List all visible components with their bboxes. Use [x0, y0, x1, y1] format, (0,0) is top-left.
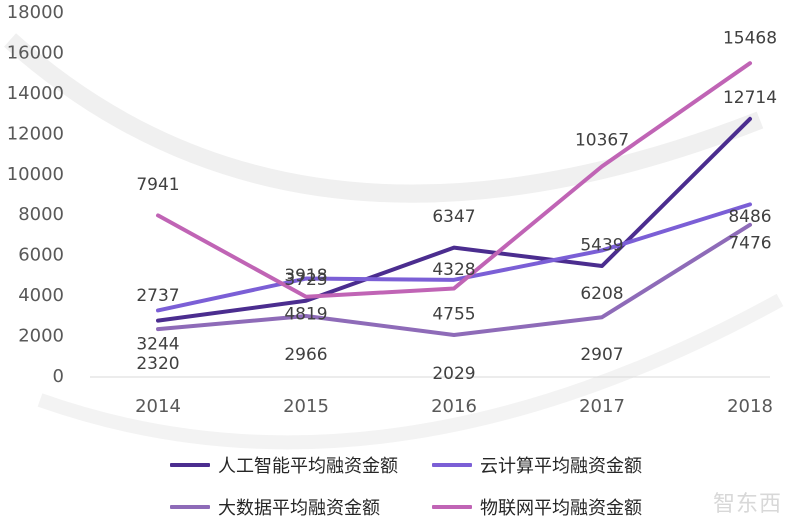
- data-label: 4819: [284, 304, 327, 324]
- chart-legend: 人工智能平均融资金额 云计算平均融资金额 大数据平均融资金额 物联网平均融资金额: [170, 452, 690, 520]
- y-tick-label: 8000: [18, 204, 64, 225]
- data-label: 2966: [284, 345, 327, 365]
- x-tick-label: 2016: [431, 396, 477, 417]
- x-tick-label: 2018: [727, 396, 773, 417]
- data-label: 7476: [728, 234, 771, 254]
- legend-swatch-cloud: [432, 463, 472, 467]
- data-label: 12714: [723, 88, 777, 108]
- y-tick-label: 12000: [7, 123, 64, 144]
- y-tick-label: 18000: [7, 2, 64, 23]
- data-label: 5439: [580, 236, 623, 256]
- y-tick-label: 14000: [7, 83, 64, 104]
- series-line-3: [156, 61, 752, 299]
- data-label: 6347: [432, 207, 475, 227]
- data-label: 2320: [136, 354, 179, 374]
- series-line-2: [156, 222, 752, 337]
- data-label: 4755: [432, 304, 475, 324]
- legend-item-bigdata: 大数据平均融资金额: [170, 494, 432, 520]
- data-label: 2907: [580, 345, 623, 365]
- y-tick-label: 6000: [18, 245, 64, 266]
- data-label: 8486: [728, 207, 771, 227]
- x-tick-label: 2014: [135, 396, 181, 417]
- watermark-logo: 智东西: [712, 492, 782, 517]
- y-tick-label: 0: [53, 366, 64, 387]
- series-line-1: [156, 202, 752, 313]
- x-tick-label: 2017: [579, 396, 625, 417]
- series-line-0: [156, 116, 752, 323]
- data-label: 7941: [136, 175, 179, 195]
- y-tick-label: 2000: [18, 326, 64, 347]
- data-label: 6208: [580, 284, 623, 304]
- legend-swatch-bigdata: [170, 505, 210, 509]
- legend-label-cloud: 云计算平均融资金额: [480, 456, 642, 477]
- y-tick-label: 10000: [7, 164, 64, 185]
- data-label: 10367: [575, 130, 629, 150]
- legend-item-cloud: 云计算平均融资金额: [432, 452, 690, 478]
- background-decoration: [37, 293, 784, 450]
- data-label: 3723: [284, 270, 327, 290]
- legend-label-iot: 物联网平均融资金额: [480, 498, 642, 519]
- data-label: 2737: [136, 286, 179, 306]
- legend-label-bigdata: 大数据平均融资金额: [218, 498, 380, 519]
- data-label: 4328: [432, 260, 475, 280]
- legend-item-iot: 物联网平均融资金额: [432, 494, 690, 520]
- data-label: 2029: [432, 364, 475, 384]
- x-tick-label: 2015: [283, 396, 329, 417]
- y-tick-label: 4000: [18, 285, 64, 306]
- legend-swatch-ai: [170, 463, 210, 467]
- legend-label-ai: 人工智能平均融资金额: [218, 456, 398, 477]
- legend-swatch-iot: [432, 505, 472, 509]
- y-tick-label: 16000: [7, 42, 64, 63]
- data-label: 3244: [136, 335, 179, 355]
- data-label: 15468: [723, 28, 777, 48]
- data-label: 3918: [284, 266, 327, 286]
- background-decoration: [3, 33, 764, 203]
- legend-item-ai: 人工智能平均融资金额: [170, 452, 432, 478]
